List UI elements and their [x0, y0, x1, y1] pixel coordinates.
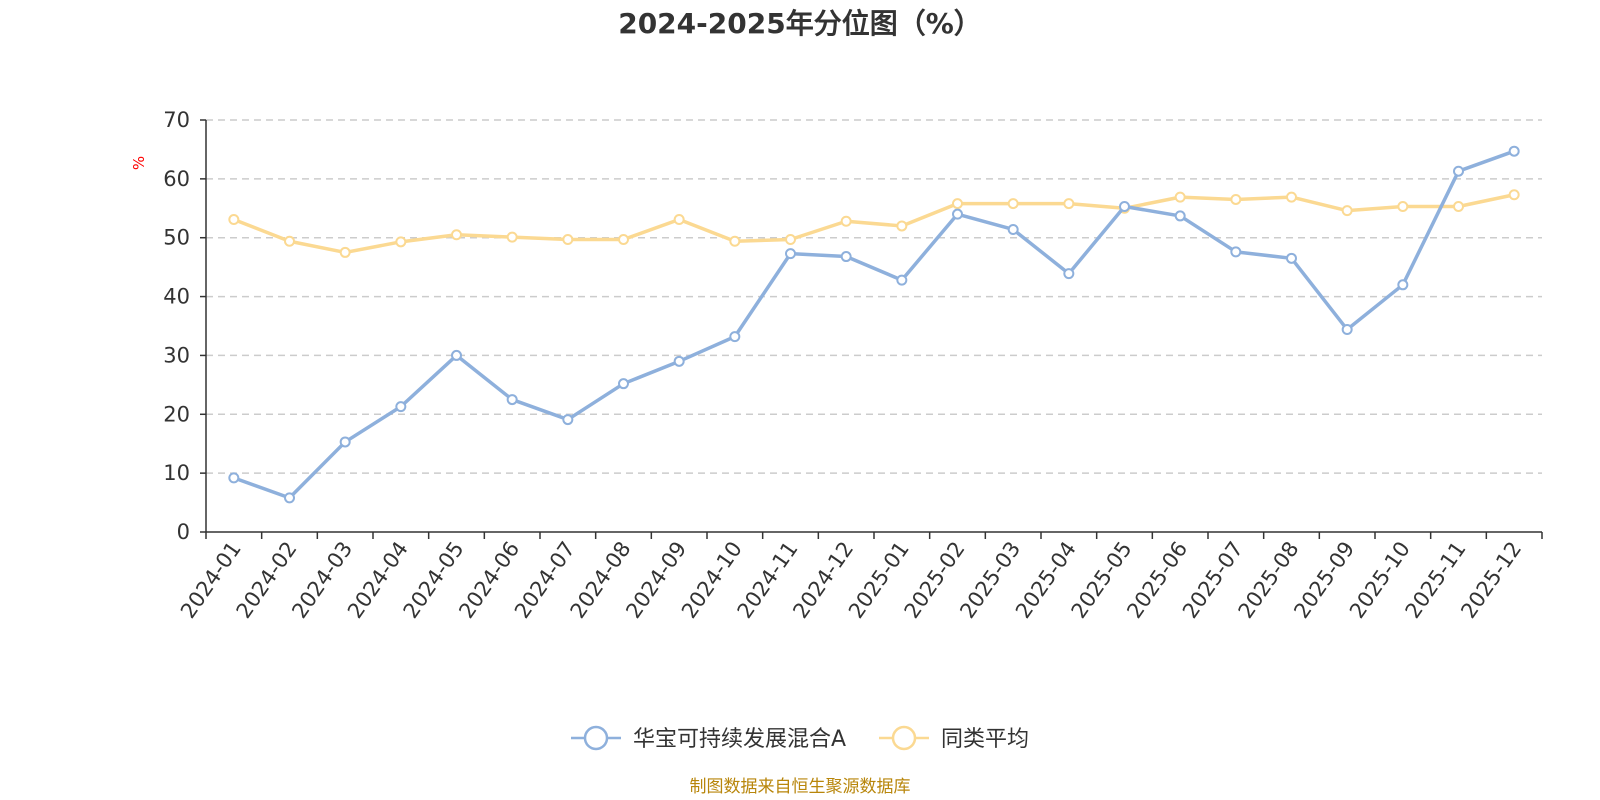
data-point — [896, 220, 908, 232]
data-point — [1007, 198, 1019, 210]
data-source-note: 制图数据来自恒生聚源数据库 — [690, 777, 911, 797]
data-point — [1174, 191, 1186, 203]
series-1 — [228, 189, 1520, 258]
data-point — [395, 401, 407, 413]
data-point — [673, 355, 685, 367]
y-tick-label: 30 — [163, 343, 190, 367]
data-point — [1230, 193, 1242, 205]
data-point — [840, 215, 852, 227]
data-point — [1397, 201, 1409, 213]
grid-lines — [206, 119, 1542, 474]
data-point — [506, 394, 518, 406]
y-axis-unit: % — [130, 156, 148, 170]
legend-circle-icon — [891, 725, 917, 751]
data-point — [562, 233, 574, 245]
legend-label: 华宝可持续发展混合A — [633, 727, 846, 752]
data-point — [952, 198, 963, 210]
data-point — [1341, 205, 1353, 217]
data-point — [228, 213, 240, 225]
y-tick-label: 50 — [163, 226, 190, 250]
data-point — [1286, 252, 1297, 264]
y-tick-label: 60 — [163, 167, 190, 191]
data-point — [1230, 246, 1242, 258]
data-point — [1397, 279, 1409, 291]
data-point — [395, 236, 407, 248]
data-point — [339, 436, 351, 448]
y-tick-label: 10 — [163, 461, 190, 485]
legend-item-0[interactable]: 华宝可持续发展混合A — [571, 725, 846, 752]
data-point — [339, 246, 351, 258]
data-point — [284, 492, 295, 504]
series-line — [232, 149, 1516, 500]
data-point — [785, 248, 796, 260]
data-point — [1341, 324, 1353, 336]
data-point — [729, 235, 741, 247]
data-point — [228, 472, 240, 484]
axes: 0102030405060702024-012024-022024-032024… — [163, 108, 1543, 623]
legend: 华宝可持续发展混合A 同类平均 — [571, 725, 1029, 752]
data-point — [952, 208, 963, 220]
data-point — [284, 235, 295, 247]
y-tick-label: 70 — [163, 108, 190, 132]
y-tick-label: 20 — [163, 402, 190, 426]
data-point — [1174, 210, 1186, 222]
data-point — [562, 414, 574, 426]
data-point — [785, 233, 796, 245]
data-point — [1063, 268, 1075, 280]
data-point — [1453, 201, 1464, 213]
series-layer — [228, 145, 1520, 504]
data-point — [1508, 145, 1520, 157]
data-point — [1286, 191, 1297, 203]
data-point — [673, 213, 685, 225]
data-point — [618, 378, 629, 390]
data-point — [729, 331, 741, 343]
y-tick-label: 40 — [163, 285, 190, 309]
data-point — [451, 229, 462, 241]
data-point — [1063, 198, 1075, 210]
data-point — [618, 233, 629, 245]
data-point — [451, 349, 462, 361]
data-point — [840, 251, 852, 263]
legend-item-1[interactable]: 同类平均 — [879, 725, 1029, 752]
data-point — [1007, 223, 1019, 235]
data-point — [506, 231, 518, 243]
data-point — [1119, 201, 1130, 213]
legend-circle-icon — [583, 725, 609, 751]
legend-label: 同类平均 — [941, 727, 1029, 752]
chart-title: 2024-2025年分位图（%） — [618, 7, 982, 40]
series-0 — [228, 145, 1520, 504]
data-point — [896, 274, 908, 286]
series-line — [232, 192, 1516, 255]
y-tick-label: 0 — [177, 520, 190, 544]
data-point — [1508, 189, 1520, 201]
data-point — [1453, 165, 1464, 177]
